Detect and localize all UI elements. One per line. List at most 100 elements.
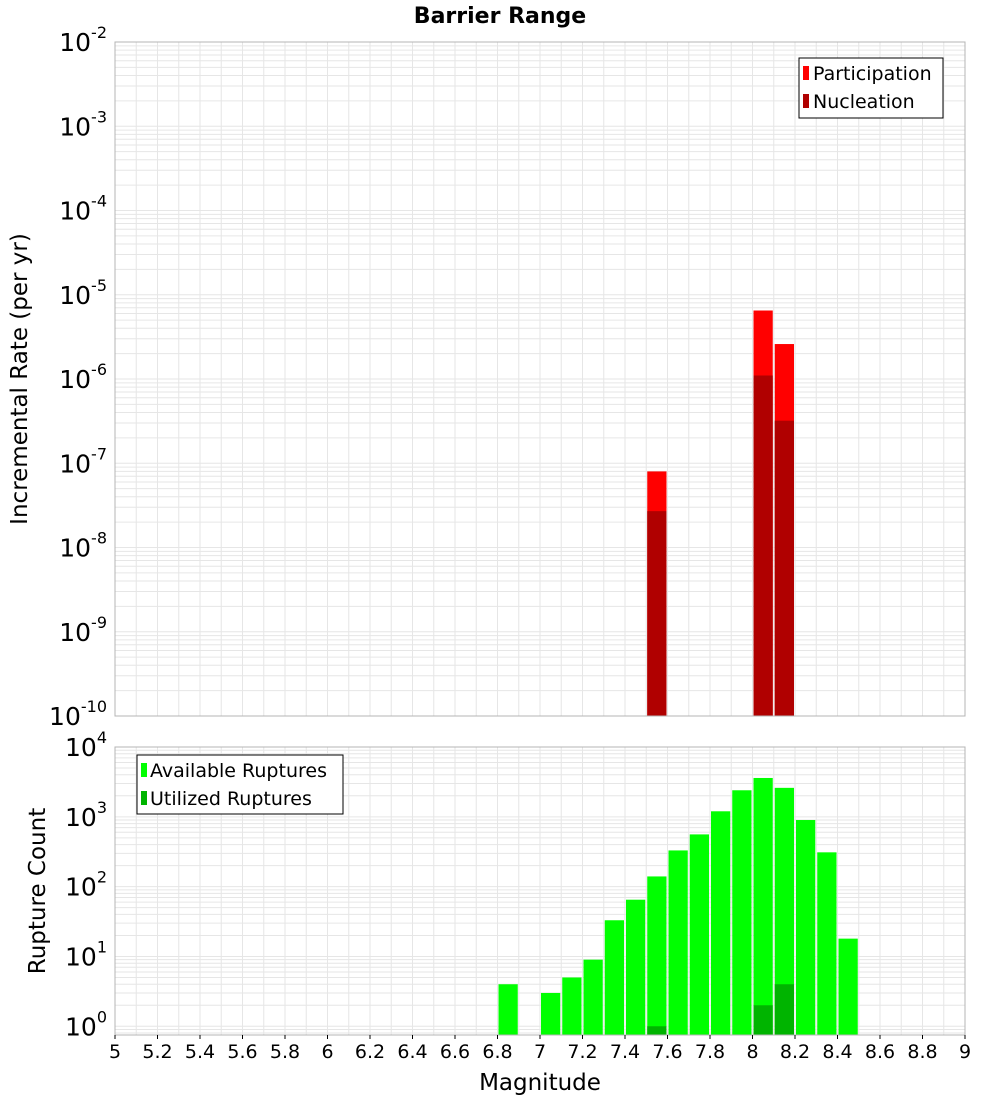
x-tick-label: 6.6 — [440, 1041, 470, 1063]
top-legend: Participation Nucleation — [798, 57, 944, 119]
bar-utilized-ruptures — [753, 1005, 773, 1035]
bar-available-ruptures — [753, 777, 773, 1035]
legend-swatch-nucleation — [803, 94, 809, 108]
x-axis-label: Magnitude — [479, 1070, 601, 1096]
bar-available-ruptures — [668, 850, 688, 1035]
svg-text:10-3: 10-3 — [59, 107, 107, 141]
y-tick-base: 10 — [65, 942, 97, 971]
bar-available-ruptures — [626, 899, 646, 1035]
x-tick-label: 7.4 — [610, 1041, 640, 1063]
y-tick-label: 10-4 — [59, 192, 107, 226]
svg-text:10-9: 10-9 — [59, 613, 107, 647]
x-tick-label: 9 — [959, 1041, 971, 1063]
y-tick-base: 10 — [65, 733, 97, 762]
x-tick-label: 6.4 — [397, 1041, 427, 1063]
y-tick-exponent: -3 — [91, 107, 107, 126]
y-tick-exponent: -8 — [91, 529, 107, 548]
x-tick-label: 7.8 — [695, 1041, 725, 1063]
y-tick-label: 102 — [65, 868, 107, 902]
x-tick-label: 5.4 — [185, 1041, 215, 1063]
legend-label-participation: Participation — [813, 63, 932, 85]
y-tick-label: 103 — [65, 798, 107, 832]
bar-available-ruptures — [711, 811, 731, 1035]
svg-text:10-4: 10-4 — [59, 192, 107, 226]
svg-text:10-8: 10-8 — [59, 529, 107, 563]
x-tick-label: 8.8 — [907, 1041, 937, 1063]
bar-available-ruptures — [583, 959, 603, 1035]
bar-nucleation — [774, 420, 794, 716]
y-tick-base: 10 — [59, 28, 91, 57]
bar-available-ruptures — [604, 920, 624, 1035]
y-tick-exponent: -2 — [91, 23, 107, 42]
bar-available-ruptures — [796, 820, 816, 1035]
x-tick-label: 5.8 — [270, 1041, 300, 1063]
y-tick-label: 10-3 — [59, 107, 107, 141]
x-tick-label: 8.6 — [865, 1041, 895, 1063]
x-tick-label: 8.4 — [822, 1041, 852, 1063]
y-tick-exponent: -9 — [91, 613, 107, 632]
x-tick-label: 5 — [109, 1041, 121, 1063]
y-tick-exponent: 0 — [97, 1007, 107, 1026]
bottom-x-ticks: 5 5.2 5.4 5.6 5.8 6 6.2 6.4 6.6 6.8 7 7.2 7.4 7.6 7.8 8… — [109, 1035, 971, 1063]
y-tick-label: 10-5 — [59, 276, 107, 310]
y-tick-base: 10 — [65, 873, 97, 902]
x-tick-label: 7.2 — [567, 1041, 597, 1063]
y-tick-exponent: -7 — [91, 444, 107, 463]
legend-swatch-utilized — [141, 791, 147, 805]
svg-text:10-5: 10-5 — [59, 276, 107, 310]
top-legend-box — [798, 57, 944, 119]
y-tick-label: 10-2 — [59, 23, 107, 57]
bar-available-ruptures — [647, 876, 667, 1035]
y-tick-base: 10 — [65, 1012, 97, 1041]
bar-utilized-ruptures — [774, 984, 794, 1035]
y-tick-exponent: -6 — [91, 360, 107, 379]
legend-label-utilized: Utilized Ruptures — [150, 788, 312, 810]
svg-text:100: 100 — [65, 1007, 107, 1041]
top-bars — [647, 310, 794, 716]
y-tick-exponent: 1 — [97, 937, 107, 956]
bottom-legend: Available Ruptures Utilized Ruptures — [136, 754, 344, 815]
x-tick-label: 8 — [746, 1041, 758, 1063]
bar-utilized-ruptures — [647, 1026, 667, 1035]
y-tick-label: 10-9 — [59, 613, 107, 647]
y-tick-base: 10 — [59, 112, 91, 141]
y-tick-label: 104 — [65, 728, 107, 762]
y-tick-base: 10 — [49, 702, 81, 731]
legend-swatch-participation — [803, 66, 809, 80]
legend-label-available: Available Ruptures — [150, 760, 327, 782]
bar-available-ruptures — [541, 992, 561, 1035]
bar-available-ruptures — [774, 787, 794, 1035]
svg-text:103: 103 — [65, 798, 107, 832]
x-tick-label: 6.8 — [482, 1041, 512, 1063]
y-tick-base: 10 — [65, 803, 97, 832]
svg-text:102: 102 — [65, 868, 107, 902]
chart-title: Barrier Range — [414, 4, 586, 29]
svg-text:101: 101 — [65, 937, 107, 971]
svg-text:10-6: 10-6 — [59, 360, 107, 394]
bottom-legend-box — [136, 754, 344, 815]
legend-swatch-available — [141, 763, 147, 777]
y-tick-base: 10 — [59, 197, 91, 226]
bar-nucleation — [647, 511, 667, 716]
y-tick-label: 10-6 — [59, 360, 107, 394]
x-tick-label: 5.6 — [227, 1041, 257, 1063]
bar-available-ruptures — [498, 984, 518, 1035]
bar-nucleation — [753, 375, 773, 716]
x-tick-label: 8.2 — [780, 1041, 810, 1063]
y-tick-base: 10 — [59, 534, 91, 563]
y-tick-base: 10 — [59, 618, 91, 647]
x-tick-label: 6.2 — [355, 1041, 385, 1063]
y-tick-label: 10-8 — [59, 529, 107, 563]
x-tick-label: 7.6 — [652, 1041, 682, 1063]
bar-available-ruptures — [732, 790, 752, 1035]
svg-text:10-2: 10-2 — [59, 23, 107, 57]
x-tick-label: 7 — [534, 1041, 546, 1063]
top-grid — [115, 42, 965, 716]
bar-available-ruptures — [817, 852, 837, 1035]
y-tick-exponent: -5 — [91, 276, 107, 295]
